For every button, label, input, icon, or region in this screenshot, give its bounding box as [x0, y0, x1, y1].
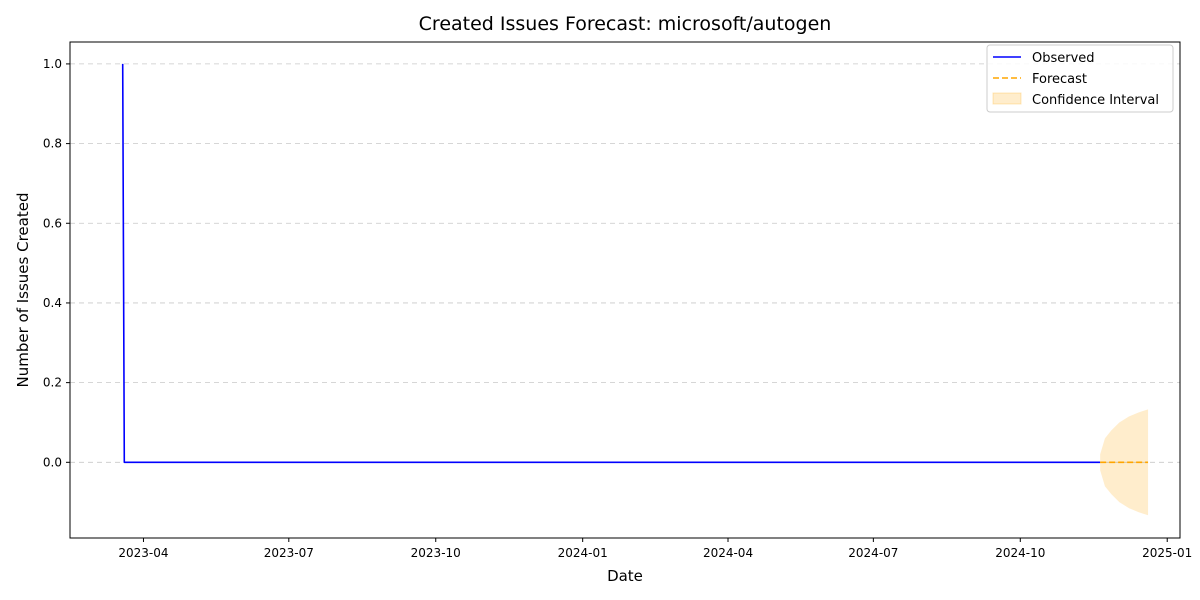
y-tick-label: 1.0 [43, 57, 62, 71]
x-tick-label: 2024-01 [558, 546, 608, 560]
legend: Observed Forecast Confidence Interval [986, 44, 1174, 113]
x-tick-label: 2023-04 [118, 546, 168, 560]
x-tick-label: 2024-04 [703, 546, 753, 560]
plot-frame [69, 41, 1181, 539]
x-axis-title: Date [607, 567, 643, 585]
legend-confidence-interval-swatch [992, 92, 1022, 105]
y-axis-title: Number of Issues Created [14, 193, 32, 388]
x-tick-label: 2024-07 [848, 546, 898, 560]
legend-observed-label: Observed [1032, 51, 1095, 66]
y-tick-label: 0.4 [43, 296, 62, 310]
y-tick-label: 0.8 [43, 137, 62, 151]
y-tick-label: 0.2 [43, 376, 62, 390]
series-layer [121, 63, 1149, 464]
grid [70, 63, 1180, 463]
x-tick-label: 2023-10 [411, 546, 461, 560]
y-tick-label: 0.6 [43, 216, 62, 230]
x-tick-label: 2023-07 [264, 546, 314, 560]
legend-forecast-label: Forecast [1032, 72, 1087, 87]
x-tick-label: 2025-01 [1142, 546, 1192, 560]
y-axis-ticks: 0.0 0.2 0.4 0.6 0.8 1.0 [43, 57, 70, 469]
legend-confidence-interval-label: Confidence Interval [1032, 93, 1159, 108]
x-tick-label: 2024-10 [995, 546, 1045, 560]
chart-title: Created Issues Forecast: microsoft/autog… [419, 13, 832, 35]
x-axis-ticks: 2023-04 2023-07 2023-10 2024-01 2024-04 2024-… [118, 538, 1192, 560]
legend-box [986, 44, 1174, 113]
series-line-observed [121, 63, 1101, 464]
y-tick-label: 0.0 [43, 455, 62, 469]
